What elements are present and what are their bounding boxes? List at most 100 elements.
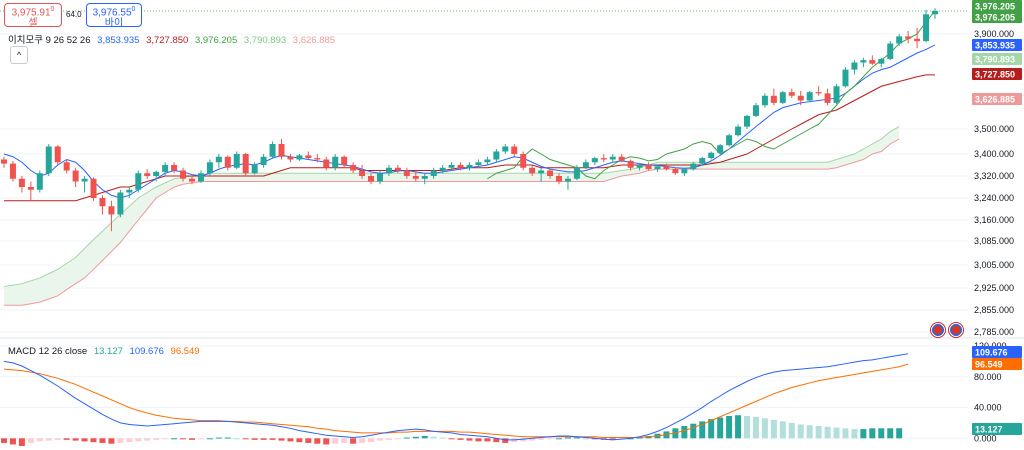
candle [932,8,938,19]
macd-histogram-bar [770,419,777,439]
candle [815,86,822,96]
candle-body [556,176,563,182]
candle-body [484,159,491,163]
macd-histogram-bar [144,438,151,441]
candle [135,170,142,193]
candle-body [376,173,383,182]
macd-histogram-bar [403,437,410,439]
candle-body [197,173,204,182]
candle [887,41,894,61]
price-pane[interactable] [0,8,1024,339]
candle-body [520,154,527,168]
candle-body [126,189,133,193]
candle [72,167,79,187]
price-label-text: 3,727.850 [975,70,1015,80]
candle [224,155,231,171]
ichimoku-lagging: 3,976.205 [194,35,238,46]
candle [708,151,715,160]
candle [735,124,742,137]
y-tick-label: 3,240.000 [974,193,1014,203]
span-a-line [3,126,900,288]
candle-body [878,58,885,64]
collapse-button[interactable]: ^ [10,46,28,64]
ichimoku-cloud [4,126,900,306]
ichimoku-span-b: 3,626.885 [292,35,336,46]
spread-value: 64.0 [66,10,82,19]
candle [484,156,491,165]
candle [690,162,697,171]
candle [439,165,446,174]
macd-histogram-bar [376,438,383,441]
candle [618,154,625,163]
candle [511,144,518,157]
candle [9,160,16,182]
macd-pane[interactable] [0,345,968,446]
macd-histogram-bar [752,416,759,439]
macd-histogram-bar [260,438,267,440]
macd-label: MACD 12 26 close [8,346,88,357]
us-flag-icon[interactable] [948,322,964,338]
buy-button[interactable]: 3,976.550 바이 [86,3,142,29]
candle [600,154,607,163]
us-flag-icon[interactable] [930,322,946,338]
candle [287,154,294,163]
macd-histogram-bar [287,438,294,442]
candle [744,114,751,129]
candle-body [887,43,894,59]
candle-body [90,178,97,198]
ichimoku-legend[interactable]: 이치모쿠 9 26 52 26 3,853.935 3,727.850 3,97… [8,32,339,46]
macd-histogram-bar [708,419,715,439]
candle [869,55,876,65]
macd-histogram-bar [493,438,500,443]
macd-histogram-bar [332,438,339,444]
candle [878,57,885,68]
candle [564,176,571,190]
candle [412,170,419,182]
candle-body [359,170,366,176]
y-tick-label: 2,925.000 [974,283,1014,293]
candle-body [332,156,339,168]
candle [591,156,598,165]
price-label: 3,853.935 [972,39,1022,51]
candle-body [72,170,79,182]
macd-legend[interactable]: MACD 12 26 close 13.127 109.676 96.549 [8,346,204,357]
macd-price-label: 109.676 [972,346,1022,358]
candle-body [860,60,867,63]
candle-body [287,156,294,160]
candle-body [403,170,410,176]
macd-histogram-bar [538,438,545,440]
candle-body [314,158,321,160]
macd-histogram-bar [699,421,706,439]
macd-histogram-bar [806,425,813,439]
macd-histogram-bar [573,437,580,439]
macd-histogram-bar [609,438,616,440]
macd-histogram-bar [564,437,571,439]
candle-body [368,176,375,182]
sell-button[interactable]: 3,975.910 셀 [4,3,62,29]
candle-body [206,162,213,174]
candle-body [663,166,670,170]
candle [851,60,858,75]
candle-body [627,160,634,168]
candle [242,152,249,176]
candle-body [824,93,831,103]
macd-price-label: 96.549 [972,358,1022,370]
candle-body [591,158,598,163]
candle-body [439,167,446,171]
candle-body [744,115,751,127]
price-axis[interactable]: 3,900.000 3,500.000 3,400.000 3,320.000 3,24… [972,0,1022,443]
macd-histogram-bar [797,424,804,439]
candle [126,187,133,198]
candle [761,93,768,108]
candle-body [788,92,795,96]
candle-body [699,158,706,164]
candle [914,27,921,49]
candle-body [547,170,554,176]
candle-body [573,167,580,179]
candle [896,34,903,46]
macd-histogram-bar [779,421,786,439]
candle-body [412,176,419,179]
macd-histogram-bar [851,429,858,439]
candle [573,165,580,181]
